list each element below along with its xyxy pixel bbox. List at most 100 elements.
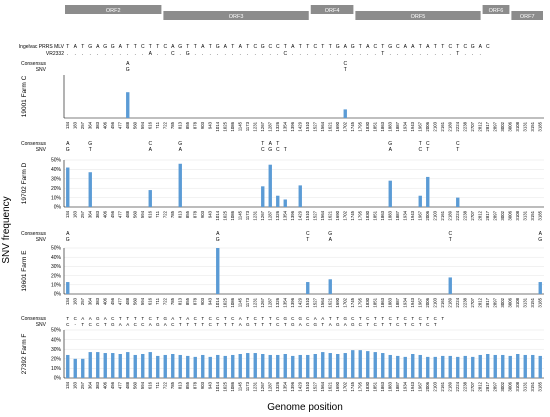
x-tick-label: 878: [192, 297, 197, 305]
bar: [276, 195, 280, 207]
x-tick-label: 855: [185, 297, 190, 305]
x-tick-label: 1287: [267, 297, 272, 307]
x-tick-label: 1287: [267, 121, 272, 131]
x-tick-label: 1396: [290, 381, 295, 391]
y-tick-label: 0%: [54, 292, 62, 298]
orf-label-6: ORF7: [520, 14, 535, 20]
x-tick-label: 1086: [230, 210, 235, 220]
reference-variant: .: [157, 51, 158, 57]
consensus-base: C: [74, 316, 78, 321]
x-tick-label: 3185: [537, 381, 542, 391]
bar: [261, 354, 265, 378]
snv-base: A: [329, 322, 332, 327]
snv-base: A: [179, 147, 183, 153]
bar: [298, 354, 302, 378]
reference-base: T: [209, 44, 212, 50]
y-tick-label: 40%: [51, 167, 62, 173]
reference-variant: C: [283, 51, 287, 57]
x-tick-label: 477: [117, 210, 122, 218]
bar: [283, 354, 287, 378]
snv-base: A: [389, 147, 393, 153]
x-tick-label: 2707: [470, 210, 475, 220]
consensus-base: G: [88, 141, 92, 147]
y-tick-label: 10%: [51, 195, 62, 201]
bar: [456, 197, 460, 207]
x-tick-label: 3006: [507, 210, 512, 220]
orf-bar-3: [310, 5, 354, 14]
reference-base: T: [134, 44, 137, 50]
bar: [538, 355, 542, 378]
y-tick-label: 50%: [51, 328, 62, 334]
x-tick-label: 594: [140, 297, 145, 305]
snv-base: C: [171, 322, 175, 327]
reference-base: T: [441, 44, 444, 50]
x-tick-label: 383: [95, 381, 100, 389]
panel-name: 19601 Farm E: [21, 250, 28, 292]
x-axis-title: Genome position: [267, 402, 343, 413]
consensus-base: T: [134, 316, 137, 321]
x-tick-label: 560: [132, 381, 137, 389]
orf-bar-1: [65, 5, 162, 14]
reference-variant: .: [90, 51, 91, 57]
reference-row1-label: Ingelvac PRRS MLV: [19, 44, 65, 50]
x-tick-label: 2103: [432, 381, 437, 391]
consensus-base: T: [329, 316, 332, 321]
reference-base: A: [426, 44, 430, 50]
x-tick-label: 1690: [335, 210, 340, 220]
reference-variant: .: [420, 51, 421, 57]
x-tick-label: 1326: [275, 121, 280, 131]
x-tick-label: 1943: [410, 210, 415, 220]
x-tick-label: 1851: [372, 297, 377, 307]
consensus-base: C: [366, 316, 370, 321]
snv-base: G: [351, 322, 355, 327]
x-tick-label: 1690: [335, 381, 340, 391]
x-tick-label: 2897: [492, 381, 497, 391]
consensus-base: T: [224, 316, 227, 321]
consensus-base: A: [126, 61, 130, 67]
bar: [411, 354, 415, 378]
snv-base: T: [81, 322, 84, 327]
snv-base: C: [359, 322, 363, 327]
x-tick-label: 1025: [222, 381, 227, 391]
consensus-base: G: [163, 316, 167, 321]
bar: [96, 352, 100, 378]
bar: [516, 354, 520, 378]
consensus-base: G: [283, 316, 287, 321]
consensus-base: T: [276, 141, 279, 147]
consensus-base: C: [351, 316, 355, 321]
reference-base: T: [456, 44, 459, 50]
consensus-base: C: [434, 316, 438, 321]
x-tick-label: 456: [110, 381, 115, 389]
bar: [141, 354, 145, 378]
snv-base: C: [276, 322, 280, 327]
bar: [306, 354, 310, 378]
y-tick-label: 30%: [51, 264, 62, 270]
x-tick-label: 616: [147, 297, 152, 305]
reference-variant: .: [232, 51, 233, 57]
x-tick-label: 1943: [410, 121, 415, 131]
snv-base: G: [538, 237, 542, 243]
x-tick-label: 1396: [290, 121, 295, 131]
x-tick-label: 878: [192, 121, 197, 129]
reference-base: A: [119, 44, 123, 50]
consensus-base: C: [419, 316, 423, 321]
x-tick-label: 1527: [312, 381, 317, 391]
x-tick-label: 2224: [455, 210, 460, 220]
reference-base: C: [276, 44, 280, 50]
snv-base: T: [321, 322, 324, 327]
reference-base: T: [194, 44, 197, 50]
x-tick-label: 257: [80, 381, 85, 389]
x-tick-label: 943: [207, 381, 212, 389]
x-tick-label: 1145: [237, 210, 242, 220]
reference-variant: .: [375, 51, 376, 57]
x-tick-label: 1025: [222, 210, 227, 220]
bar: [396, 355, 400, 378]
x-tick-label: 257: [80, 210, 85, 218]
reference-variant: .: [427, 51, 428, 57]
x-tick-label: 1510: [305, 297, 310, 307]
reference-base: T: [306, 44, 309, 50]
consensus-base: C: [194, 316, 198, 321]
x-tick-label: 1830: [365, 297, 370, 307]
reference-base: T: [149, 44, 152, 50]
